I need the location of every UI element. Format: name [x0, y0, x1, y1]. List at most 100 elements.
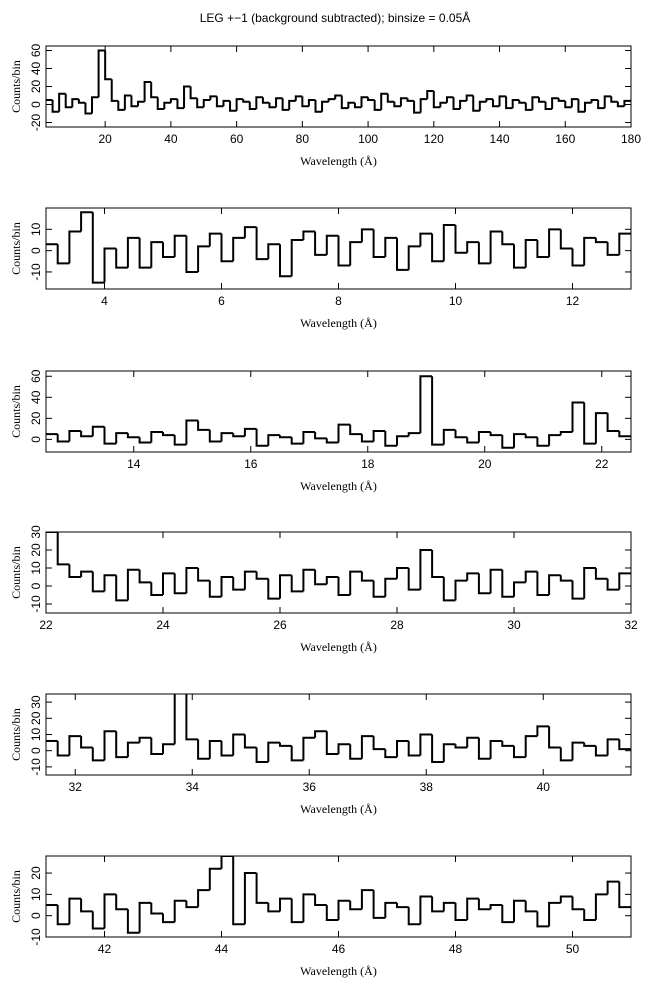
histogram-step [126, 568, 140, 601]
histogram-step [583, 101, 592, 112]
histogram-step [501, 231, 514, 246]
histogram-step [314, 569, 327, 586]
histogram-step [197, 245, 210, 272]
histogram-step [459, 99, 467, 109]
histogram-step [407, 568, 421, 591]
histogram-step [220, 856, 234, 869]
histogram-step [150, 737, 163, 755]
histogram-step [454, 744, 468, 749]
histogram-step [594, 745, 608, 757]
y-tick-label: -10 [29, 263, 43, 281]
x-tick-label: 14 [127, 457, 141, 471]
histogram-step [143, 81, 152, 102]
histogram-step [564, 100, 572, 109]
x-tick-label: 8 [335, 294, 342, 308]
y-tick-label: -10 [29, 595, 43, 613]
histogram-step [606, 413, 620, 432]
histogram-step [393, 101, 401, 108]
histogram-step [432, 91, 441, 109]
histogram-step [290, 745, 304, 762]
y-tick-label: -20 [29, 114, 43, 132]
histogram-step [399, 97, 408, 107]
histogram-step [606, 578, 620, 591]
histogram-step [103, 247, 117, 283]
y-tick-label: 0 [29, 436, 43, 443]
histogram-step [267, 434, 280, 446]
histogram-step [349, 900, 362, 911]
histogram-step [524, 900, 538, 913]
histogram-step [232, 856, 245, 926]
y-tick-label: 10 [29, 222, 43, 236]
x-tick-label: 42 [98, 942, 112, 956]
x-tick-label: 34 [186, 780, 200, 794]
histogram-step [618, 739, 631, 751]
frame [45, 531, 632, 614]
histogram-step [384, 577, 397, 597]
x-tick-label: 6 [218, 294, 225, 308]
y-tick-label: 10 [29, 887, 43, 901]
x-tick-label: 50 [566, 942, 580, 956]
x-tick-label: 46 [332, 942, 346, 956]
histogram-step [183, 85, 191, 109]
histogram-step [56, 244, 70, 265]
histogram-step [220, 576, 234, 597]
histogram-step [511, 99, 520, 109]
y-axis-label: Counts/bin [9, 708, 23, 761]
histogram-step [536, 911, 550, 928]
histogram-step [68, 897, 82, 925]
histogram-step [126, 433, 140, 439]
histogram-step [583, 909, 596, 921]
plot-area [46, 49, 631, 115]
histogram-step [68, 564, 82, 578]
frame [45, 370, 632, 453]
histogram-step [220, 432, 234, 442]
histogram-step [442, 428, 456, 445]
histogram-step [559, 895, 573, 903]
histogram-step [220, 233, 234, 263]
histogram-step [71, 98, 79, 108]
histogram-step [229, 100, 237, 112]
histogram-step [150, 902, 163, 915]
histogram-step [314, 894, 327, 907]
histogram-step [431, 734, 444, 764]
y-tick-label: 20 [29, 80, 43, 94]
histogram-step [489, 568, 503, 594]
histogram-step [513, 244, 526, 269]
histogram-step [137, 100, 145, 107]
histogram-step [138, 736, 152, 743]
histogram-step [314, 231, 327, 256]
histogram-step [242, 99, 250, 103]
histogram-step [68, 429, 82, 442]
histogram-step [80, 430, 93, 438]
plot-area [46, 375, 631, 449]
histogram-step [290, 898, 304, 924]
histogram-step [491, 99, 500, 108]
histogram-step [110, 79, 119, 102]
y-tick-label: 0 [29, 582, 43, 589]
x-tick-label: 140 [490, 132, 510, 146]
histogram-step [419, 549, 433, 590]
histogram-step [501, 435, 514, 449]
histogram-step [294, 95, 303, 101]
histogram-step [454, 902, 468, 921]
histogram-step [138, 569, 152, 584]
histogram-step [302, 431, 316, 444]
plot-area [46, 532, 631, 602]
histogram-step [255, 747, 269, 764]
histogram-step [150, 241, 163, 268]
histogram-step [524, 434, 538, 439]
histogram-step [407, 432, 421, 437]
histogram-step [597, 100, 605, 110]
x-axis-label: Wavelength (Å) [300, 316, 377, 330]
x-tick-label: 20 [478, 457, 492, 471]
histogram-step [501, 740, 514, 747]
x-tick-label: 32 [624, 618, 638, 632]
histogram-step [536, 239, 550, 259]
histogram-step [583, 742, 596, 747]
histogram-step [360, 96, 369, 108]
histogram-step [173, 435, 187, 446]
histogram-step [337, 577, 351, 596]
histogram-step [360, 434, 374, 443]
histogram-step [185, 419, 199, 445]
